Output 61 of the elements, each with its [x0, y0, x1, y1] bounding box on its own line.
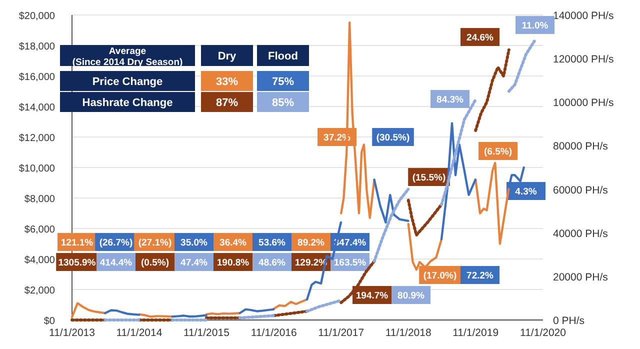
- y-tick-label: $16,000: [18, 72, 56, 83]
- y2-tick-label: 20000 PH/s: [553, 271, 608, 284]
- x-tick-label: 11/1/2019: [452, 327, 499, 339]
- annotation: (27.1%): [138, 238, 172, 248]
- annotation: 48.6%: [258, 258, 286, 268]
- x-tick-label: 11/1/2016: [250, 327, 298, 339]
- annotation: 1305.9%: [58, 258, 96, 268]
- y2-tick-label: 140000 PH/s: [553, 10, 614, 22]
- annotation: (17.0%): [423, 270, 457, 282]
- y2-tick-label: 40000 PH/s: [553, 228, 608, 240]
- annotation: 80.9%: [398, 290, 426, 302]
- annotation: 121.1%: [60, 238, 94, 248]
- annotation: (0.5%): [141, 258, 169, 268]
- y2-tick-label: 0 PH/s: [553, 315, 585, 327]
- annotation: 53.6%: [258, 238, 286, 248]
- annotation: 194.7%: [356, 290, 389, 302]
- y2-tick-label: 100000 PH/s: [553, 97, 614, 110]
- annotation: 72.2%: [466, 270, 494, 282]
- x-tick-label: 11/1/2017: [318, 327, 364, 339]
- annotation: 75%: [272, 76, 294, 88]
- annotation: Average (Since 2014 Dry Season): [72, 46, 183, 68]
- y-tick-label: $8,000: [24, 194, 56, 205]
- annotation: 84.3%: [436, 94, 464, 106]
- annotation: 35.0%: [180, 238, 208, 248]
- y-tick-label: $2,000: [24, 286, 56, 296]
- annotation: 47.4%: [180, 258, 208, 268]
- y-tick-label: $12,000: [18, 133, 56, 144]
- y-tick-label: $0: [44, 316, 56, 327]
- annotation: 33%: [216, 76, 238, 88]
- annotation: Hashrate Change: [82, 97, 173, 109]
- annotation: Flood: [268, 50, 298, 62]
- annotation: Price Change: [92, 76, 163, 88]
- y-tick-label: $18,000: [18, 42, 56, 52]
- annotation: (15.5%): [412, 172, 446, 184]
- y2-tick-label: 120000 PH/s: [553, 54, 614, 66]
- annotation: 36.4%: [220, 238, 248, 248]
- annotation: 24.6%: [466, 32, 494, 44]
- annotation: (26.7%): [99, 238, 133, 248]
- x-tick-label: 11/1/2020: [520, 327, 566, 339]
- annotation: 163.5%: [334, 258, 367, 268]
- annotation: (6.5%): [484, 146, 512, 158]
- annotation: 4.3%: [515, 186, 538, 198]
- annotation: 11.0%: [522, 20, 549, 32]
- x-tick-label: 11/1/2018: [385, 327, 432, 339]
- y-tick-label: $20,000: [18, 11, 56, 22]
- annotation: (30.5%): [376, 132, 410, 144]
- annotation: Dry: [218, 50, 238, 62]
- annotation: 87%: [216, 97, 238, 109]
- x-tick-label: 11/1/2013: [49, 327, 96, 339]
- x-tick-label: 11/1/2014: [116, 327, 162, 339]
- annotation: 414.4%: [100, 258, 133, 268]
- y-tick-label: $10,000: [18, 164, 56, 174]
- annotation: 190.8%: [216, 258, 250, 268]
- y-tick-label: $4,000: [24, 255, 56, 266]
- annotation: 85%: [272, 97, 294, 109]
- y2-tick-label: 80000 PH/s: [553, 140, 608, 153]
- x-tick-label: 11/1/2015: [183, 327, 230, 339]
- annotation: 89.2%: [298, 238, 326, 248]
- y-tick-label: $14,000: [18, 102, 56, 114]
- y-tick-label: $6,000: [24, 224, 56, 236]
- y2-tick-label: 60000 PH/s: [553, 184, 608, 196]
